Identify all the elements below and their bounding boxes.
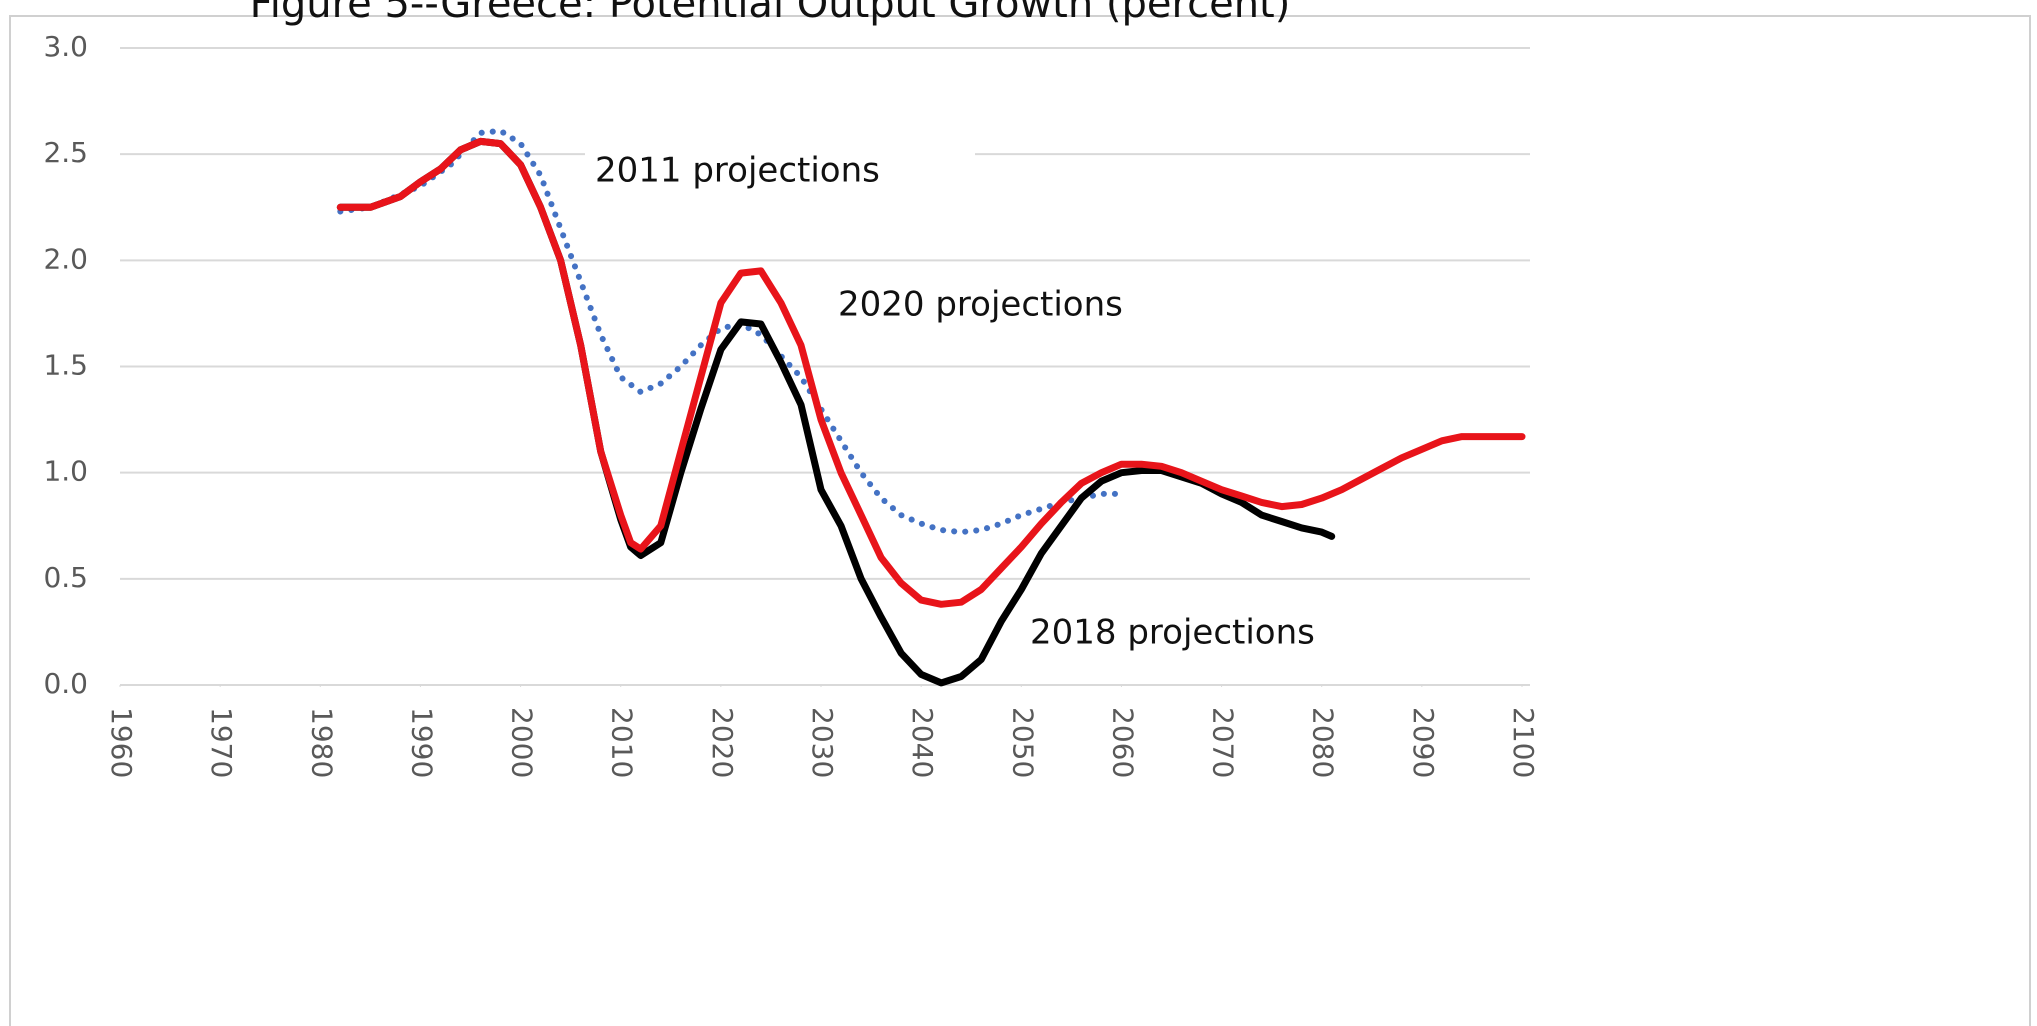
annotation-background xyxy=(1020,612,1375,658)
y-tick-label: 3.0 xyxy=(43,30,88,63)
chart-title: Figure 5--Greece: Potential Output Growt… xyxy=(250,0,1291,27)
x-tick-label: 2100 xyxy=(1507,707,1540,778)
line-series xyxy=(336,137,1336,687)
x-tick-label: 1970 xyxy=(205,707,238,778)
y-tick-label: 2.0 xyxy=(43,242,88,275)
line-series xyxy=(336,137,1526,608)
x-tick-label: 2050 xyxy=(1006,707,1039,778)
series-annotation: 2011 projections xyxy=(595,151,880,191)
y-tick-label: 1.5 xyxy=(43,349,88,382)
x-tick-label: 2060 xyxy=(1106,707,1139,778)
x-tick-label: 1960 xyxy=(105,707,138,778)
y-tick-label: 2.5 xyxy=(43,136,88,169)
annotation-background xyxy=(585,150,975,196)
y-tick-label: 0.0 xyxy=(43,667,88,700)
x-tick-label: 2000 xyxy=(506,707,539,778)
series-annotation: 2018 projections xyxy=(1030,613,1315,653)
x-tick-label: 2020 xyxy=(706,707,739,778)
x-tick-label: 1980 xyxy=(305,707,338,778)
x-tick-label: 2070 xyxy=(1207,707,1240,778)
x-tick-label: 2010 xyxy=(606,707,639,778)
y-tick-label: 0.5 xyxy=(43,561,88,594)
x-tick-label: 2040 xyxy=(906,707,939,778)
chart-frame xyxy=(9,15,2031,1026)
x-tick-label: 2080 xyxy=(1307,707,1340,778)
x-tick-label: 1990 xyxy=(405,707,438,778)
x-tick-label: 2030 xyxy=(806,707,839,778)
annotation-background xyxy=(828,284,1183,330)
line-series xyxy=(337,127,1125,536)
y-tick-label: 1.0 xyxy=(43,455,88,488)
series-annotation: 2020 projections xyxy=(838,285,1123,325)
x-tick-label: 2090 xyxy=(1407,707,1440,778)
